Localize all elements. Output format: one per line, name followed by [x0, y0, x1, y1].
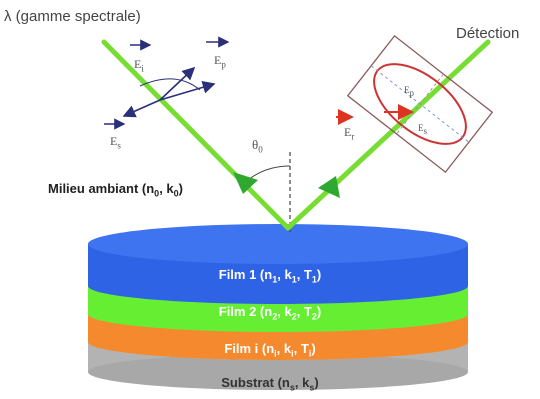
detection-label: Détection [456, 25, 520, 42]
reflected-beam-arrowhead [318, 176, 340, 198]
spectral-range-label: λ (gamme spectrale) [4, 8, 141, 25]
ellipse-ep-label: Ep [404, 85, 414, 98]
es-label: Es [110, 134, 121, 151]
polarization-ellipse [336, 34, 494, 174]
incident-beam-arrowhead [233, 172, 258, 194]
film-1-label: Film 1 (n1, k1, T1) [218, 267, 322, 285]
film-2-label: Film 2 (n2, k2, T2) [218, 304, 322, 322]
substrate-label: Substrat (ns, ks) [221, 375, 319, 393]
theta-label: θ0 [252, 137, 263, 155]
reflected-beam [285, 39, 491, 231]
ep-label: Ep [214, 53, 226, 70]
film-1-layer [88, 224, 468, 304]
incident-beam [101, 39, 291, 231]
incident-field-vectors [104, 36, 230, 130]
ellipse-es-label: Es [418, 123, 428, 136]
ei-label: Ei [134, 57, 144, 74]
er-label: Er [344, 125, 355, 142]
film-i-label: Film i (ni, ki, Ti) [224, 341, 316, 359]
incidence-angle-arc [247, 165, 291, 181]
ambient-medium-label: Milieu ambiant (n0, k0) [48, 181, 184, 199]
